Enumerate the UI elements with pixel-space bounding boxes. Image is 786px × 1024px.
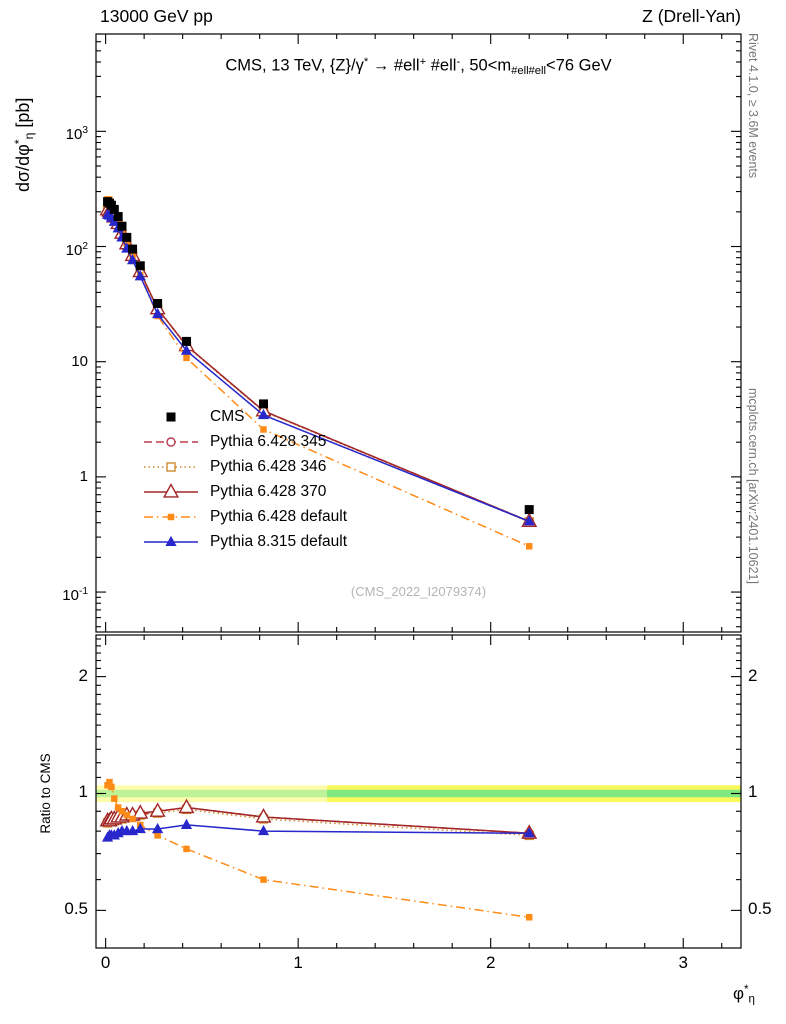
x-tick-label: 3: [678, 953, 688, 972]
band-green: [327, 789, 741, 798]
legend-marker-pythia-6-428-345: [144, 436, 198, 447]
analysis-id-watermark: (CMS_2022_I2079374): [350, 584, 487, 599]
main-panel-frame: [95, 33, 742, 633]
legend-marker-pythia-6-428-346: [144, 461, 198, 472]
legend-label: Pythia 6.428 default: [210, 507, 348, 525]
y-tick-label-main: 10-1: [62, 586, 88, 605]
legend-item-pythia-8-315-default: Pythia 8.315 default: [142, 529, 347, 554]
x-tick-label: 0: [100, 953, 111, 972]
y-tick-label-ratio-right: 0.5: [748, 899, 772, 919]
rivet-version-note: Rivet 4.1.0, ≥ 3.6M events: [746, 33, 760, 179]
legend-item-pythia-6-428-345: Pythia 6.428 345: [142, 429, 347, 454]
x-tick-label: 1: [293, 953, 303, 972]
legend-label: Pythia 6.428 346: [210, 457, 327, 475]
y-tick-label-ratio-right: 1: [748, 782, 758, 802]
ratio-markers-pythia-6-428-370: [99, 798, 538, 839]
y-tick-label-main: 1: [79, 467, 88, 485]
ratio-line-pythia-8-315-default: [106, 824, 530, 839]
y-tick-label-ratio-left: 2: [78, 665, 88, 685]
ratio-line-pythia-6-428-default: [106, 780, 530, 919]
ratio-markers-pythia-6-428-default: [104, 778, 533, 921]
y-tick-label-ratio-left: 0.5: [64, 899, 88, 919]
ratio-panel-series: [99, 778, 538, 921]
legend-marker-pythia-8-315-default: [144, 535, 198, 546]
ratio-markers-pythia-8-315-default: [101, 818, 535, 842]
legend-marker-pythia-6-428-default: [144, 513, 198, 520]
cms-uncertainty-band: [96, 785, 741, 803]
y-tick-label-main: 102: [65, 240, 88, 259]
legend-item-cms: CMS: [142, 404, 347, 429]
y-tick-label-main: 103: [65, 125, 88, 144]
band-green: [96, 789, 328, 798]
axis-ticks: [96, 34, 741, 948]
legend-label: CMS: [210, 407, 245, 425]
x-axis-label: φ*η: [733, 984, 755, 1006]
mcplots-reference-note: mcplots.cern.ch [arXiv:2401.10621]: [746, 388, 760, 584]
legend-item-pythia-6-428-370: Pythia 6.428 370: [142, 479, 347, 504]
legend-item-pythia-6-428-default: Pythia 6.428 default: [142, 504, 347, 529]
legend-item-pythia-6-428-346: Pythia 6.428 346: [142, 454, 347, 479]
y-axis-label-ratio: Ratio to CMS: [38, 753, 53, 834]
x-tick-label: 2: [485, 953, 496, 972]
legend-marker-pythia-6-428-370: [144, 482, 198, 498]
legend-label: Pythia 6.428 370: [210, 482, 327, 500]
y-tick-label-ratio-left: 1: [78, 782, 88, 802]
y-tick-label-ratio-right: 2: [748, 665, 758, 685]
y-axis-label-main: dσ/dφ*η [pb]: [12, 97, 36, 192]
legend: CMS Pythia 6.428 345 Pythia 6.428 346 Pythi…: [142, 404, 347, 554]
series-markers-cms: [103, 197, 534, 515]
legend-label: Pythia 8.315 default: [210, 532, 348, 550]
ratio-line-pythia-6-428-370: [107, 806, 530, 834]
beam-energy-label: 13000 GeV pp: [100, 6, 213, 26]
ratio-panel-frame: [95, 634, 742, 949]
process-label: Z (Drell-Yan): [642, 6, 741, 26]
y-tick-label-main: 10: [71, 352, 88, 370]
legend-marker-cms: [166, 412, 176, 421]
plot-title: CMS, 13 TeV, {Z}/γ* → #ell+ #ell-, 50<m#…: [225, 56, 612, 77]
legend-label: Pythia 6.428 345: [210, 432, 327, 450]
